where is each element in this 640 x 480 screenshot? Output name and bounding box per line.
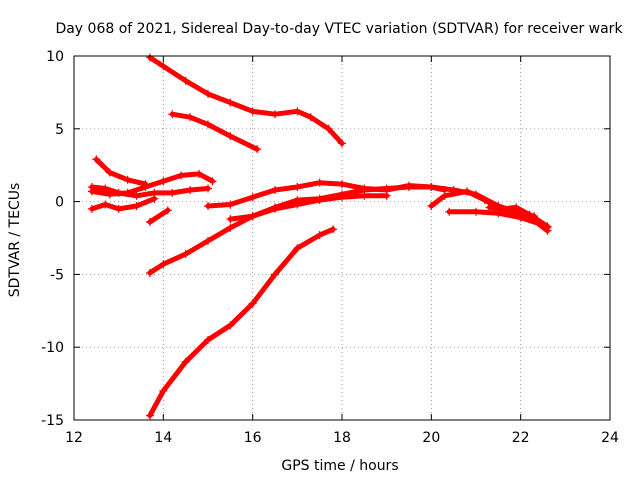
y-tick-label: 5 bbox=[55, 122, 64, 138]
x-tick-label: 18 bbox=[333, 430, 351, 446]
x-tick-label: 20 bbox=[422, 430, 440, 446]
plot-frame bbox=[74, 56, 610, 420]
x-tick-label: 12 bbox=[65, 430, 83, 446]
data-point-marker bbox=[204, 202, 212, 210]
series-track bbox=[92, 199, 154, 209]
series-track-2 bbox=[168, 110, 261, 153]
sdtvar-chart: Day 068 of 2021, Sidereal Day-to-day VTE… bbox=[0, 0, 640, 480]
grid bbox=[74, 56, 610, 420]
y-tick-label: -10 bbox=[41, 340, 64, 356]
chart-title: Day 068 of 2021, Sidereal Day-to-day VTE… bbox=[55, 21, 623, 37]
data-series bbox=[88, 53, 552, 419]
x-tick-label: 24 bbox=[601, 430, 619, 446]
data-point-marker bbox=[445, 208, 453, 216]
series-track-6 bbox=[88, 195, 159, 213]
y-tick-label: 0 bbox=[55, 195, 64, 211]
series-track bbox=[150, 210, 168, 222]
y-axis-label: SDTVAR / TECUs bbox=[7, 183, 23, 298]
x-tick-label: 22 bbox=[512, 430, 530, 446]
series-track-9 bbox=[146, 183, 449, 277]
series-track bbox=[172, 114, 257, 149]
series-track bbox=[96, 159, 145, 184]
y-tick-label: -15 bbox=[41, 413, 64, 429]
series-track-7 bbox=[146, 206, 172, 226]
data-point-marker bbox=[472, 208, 480, 216]
x-tick-label: 14 bbox=[154, 430, 172, 446]
series-track-1 bbox=[146, 53, 346, 147]
series-track bbox=[150, 58, 342, 144]
data-point-marker bbox=[383, 192, 391, 200]
data-point-marker bbox=[204, 184, 212, 192]
y-tick-label: -5 bbox=[50, 267, 64, 283]
axis-ticks: 12 14 16 18 20 22 24 10 5 0 -5 -10 -15 bbox=[41, 49, 619, 446]
x-tick-label: 16 bbox=[244, 430, 262, 446]
series-track-3 bbox=[92, 155, 149, 188]
y-tick-label: 10 bbox=[46, 49, 64, 65]
series-track-11 bbox=[146, 225, 337, 419]
x-axis-label: GPS time / hours bbox=[281, 458, 398, 474]
